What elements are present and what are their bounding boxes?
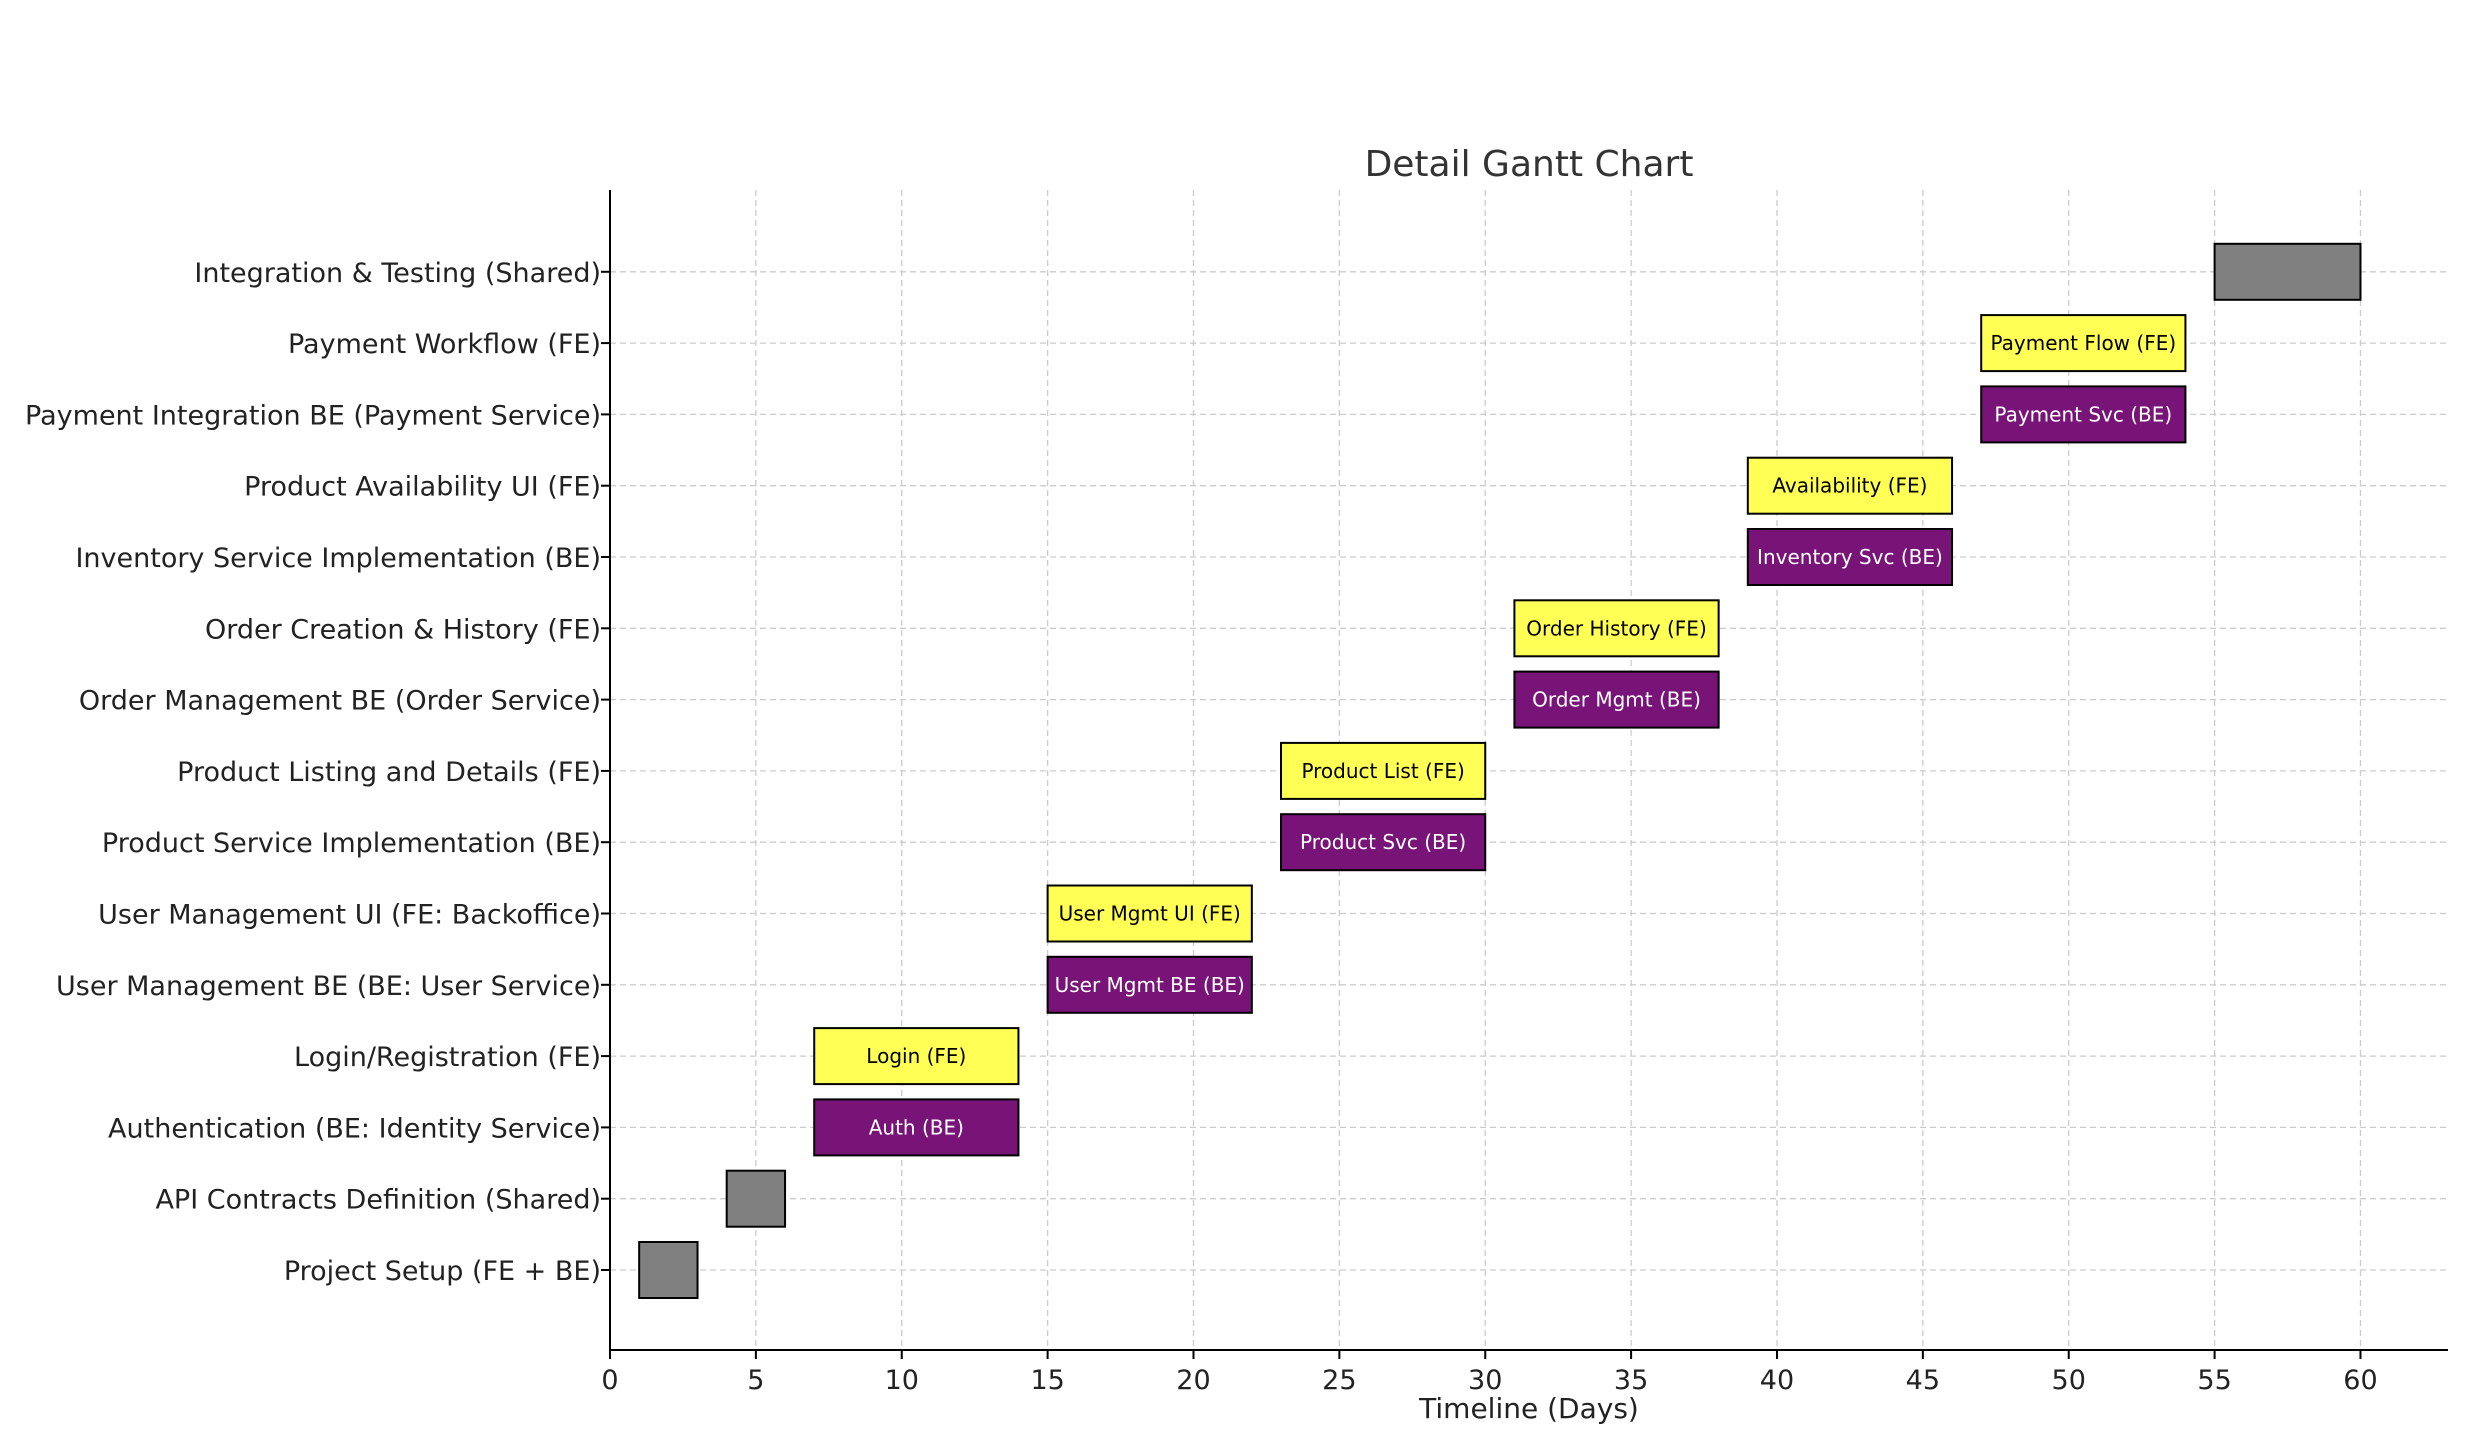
task-bar-label: Payment Flow (FE) (1990, 331, 2176, 355)
category-labels: Project Setup (FE + BE) API Contracts Def… (25, 258, 601, 1287)
x-tick-label: 60 (2343, 1365, 2377, 1396)
category-label: Login/Registration (FE) (294, 1042, 601, 1073)
category-label: Integration & Testing (Shared) (194, 258, 601, 289)
x-axis-label: Timeline (Days) (1418, 1392, 1639, 1425)
x-tick-label: 5 (747, 1365, 764, 1396)
task-bar (725, 1169, 787, 1228)
x-tick-label: 50 (2052, 1365, 2086, 1396)
category-label: Product Service Implementation (BE) (102, 828, 601, 859)
task-bar-label: Product List (FE) (1301, 759, 1464, 783)
task-bar (2213, 242, 2362, 301)
x-tick-label: 25 (1322, 1365, 1356, 1396)
category-label: Authentication (BE: Identity Service) (108, 1113, 601, 1144)
x-tick-label: 15 (1030, 1365, 1064, 1396)
task-bar (1280, 741, 1487, 800)
task-bar (638, 1241, 699, 1299)
task-bar-label: Inventory Svc (BE) (1757, 545, 1943, 569)
category-label: Payment Integration BE (Payment Service) (25, 400, 601, 431)
task-bar (813, 1027, 1020, 1086)
x-tick-label: 55 (2197, 1365, 2231, 1396)
x-tick-label: 30 (1468, 1365, 1502, 1396)
x-tick-labels: 0 5 10 15 20 25 30 35 40 45 50 55 60 (601, 1365, 2377, 1396)
task-bar (1513, 599, 1720, 658)
category-label: User Management UI (FE: Backoffice) (98, 900, 601, 931)
axes (601, 190, 2448, 1359)
category-label: Order Creation & History (FE) (205, 614, 601, 645)
x-tick-label: 35 (1614, 1365, 1648, 1396)
task-bar (1746, 528, 1954, 586)
x-tick-label: 45 (1906, 1365, 1940, 1396)
task-bar (1280, 813, 1487, 872)
task-bar-label: User Mgmt UI (FE) (1059, 902, 1241, 926)
x-tick-label: 10 (885, 1365, 919, 1396)
x-tick-label: 40 (1760, 1365, 1794, 1396)
chart-title: Detail Gantt Chart (1365, 144, 1694, 185)
task-bar-label: Product Svc (BE) (1300, 830, 1466, 854)
task-bar-label: Payment Svc (BE) (1994, 402, 2172, 426)
category-label: API Contracts Definition (Shared) (155, 1185, 601, 1216)
category-label: Order Management BE (Order Service) (79, 686, 601, 717)
task-bar-label: Login (FE) (866, 1044, 966, 1068)
task-bar (813, 1098, 1020, 1157)
task-bar (1046, 955, 1253, 1014)
category-label: User Management BE (BE: User Service) (56, 971, 601, 1002)
task-bar (1980, 385, 2187, 444)
category-label: Payment Workflow (FE) (288, 329, 601, 360)
category-label: Product Listing and Details (FE) (177, 757, 601, 788)
x-tick-label: 0 (601, 1365, 618, 1396)
category-label: Project Setup (FE + BE) (284, 1256, 601, 1287)
task-bar-label: Auth (BE) (869, 1115, 964, 1139)
task-bar-label: Order History (FE) (1526, 616, 1706, 640)
task-bar-label: Availability (FE) (1772, 474, 1927, 498)
category-label: Product Availability UI (FE) (244, 472, 601, 503)
task-bar (1746, 456, 1954, 515)
task-bars: Auth (BE) Login (FE) User Mgmt BE (BE) User… (638, 242, 2362, 1299)
task-bar (1513, 670, 1720, 729)
category-label: Inventory Service Implementation (BE) (75, 543, 601, 574)
task-bar-label: Order Mgmt (BE) (1532, 688, 1701, 712)
task-bar-label: User Mgmt BE (BE) (1055, 973, 1245, 997)
task-bar (1046, 884, 1253, 943)
x-tick-label: 20 (1176, 1365, 1210, 1396)
task-bar (1980, 314, 2187, 373)
